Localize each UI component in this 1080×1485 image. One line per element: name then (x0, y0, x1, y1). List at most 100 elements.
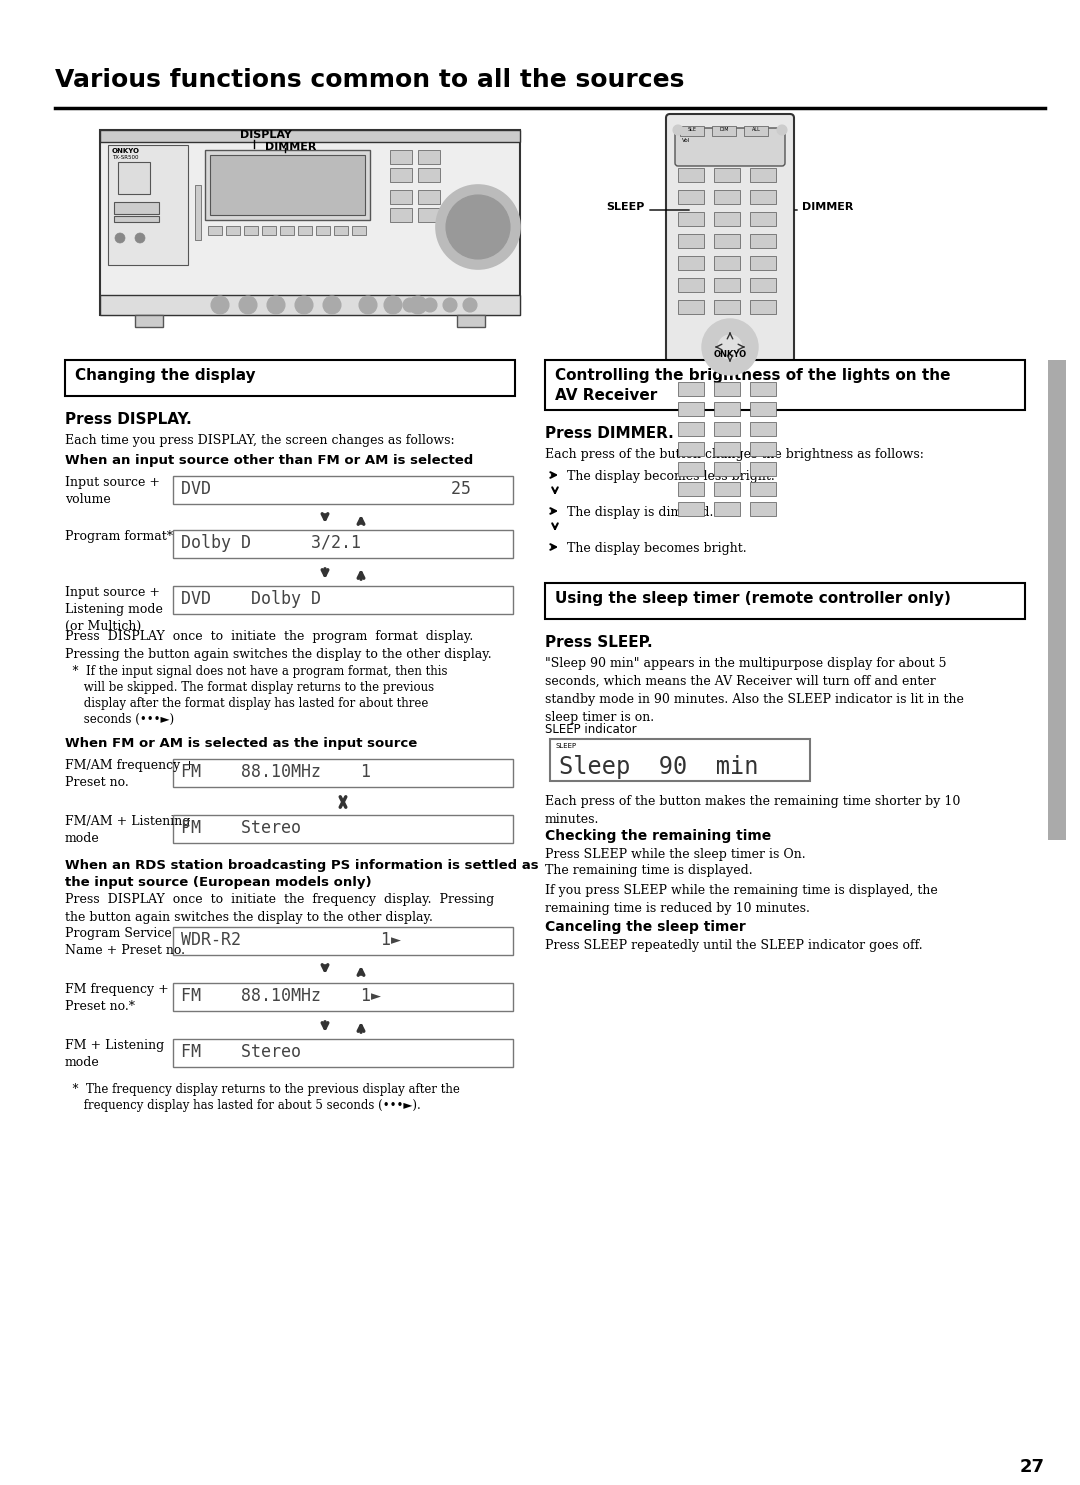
Bar (108, 146, 188, 264)
Text: will be skipped. The format display returns to the previous: will be skipped. The format display retu… (65, 682, 434, 693)
Text: "Sleep 90 min" appears in the multipurpose display for about 5
seconds, which me: "Sleep 90 min" appears in the multipurpo… (545, 656, 963, 725)
Bar (678, 190, 704, 203)
Bar (714, 235, 740, 248)
Bar (114, 215, 159, 221)
Text: Input source +
volume: Input source + volume (65, 477, 160, 506)
Bar (545, 359, 1025, 410)
Text: ONKYO: ONKYO (112, 148, 140, 154)
Text: Press SLEEP.: Press SLEEP. (545, 636, 652, 650)
Bar (678, 502, 704, 515)
FancyBboxPatch shape (675, 128, 785, 166)
Text: The display is dimmed.: The display is dimmed. (567, 506, 714, 518)
Bar (678, 300, 704, 313)
Bar (280, 226, 294, 235)
Text: *  If the input signal does not have a program format, then this: * If the input signal does not have a pr… (65, 665, 447, 679)
Bar (744, 126, 768, 137)
Text: Controlling the brightness of the lights on the
AV Receiver: Controlling the brightness of the lights… (555, 368, 950, 402)
Bar (352, 226, 366, 235)
Bar (118, 162, 150, 195)
Text: SLEEP: SLEEP (555, 742, 576, 748)
Bar (750, 402, 777, 416)
Bar (244, 226, 258, 235)
Bar (678, 483, 704, 496)
Bar (262, 226, 276, 235)
Text: FM    88.10MHz    1►: FM 88.10MHz 1► (181, 988, 381, 1005)
Text: When an RDS station broadcasting PS information is settled as
the input source (: When an RDS station broadcasting PS info… (65, 858, 539, 890)
Bar (714, 168, 740, 183)
Bar (226, 226, 240, 235)
Bar (750, 483, 777, 496)
Text: FM/AM frequency +
Preset no.: FM/AM frequency + Preset no. (65, 759, 194, 789)
Bar (750, 300, 777, 313)
Text: The display becomes less bright.: The display becomes less bright. (567, 469, 774, 483)
Bar (750, 422, 777, 437)
Bar (135, 315, 163, 327)
Bar (750, 212, 777, 226)
Text: DIM: DIM (719, 128, 729, 132)
Bar (678, 382, 704, 396)
Bar (678, 235, 704, 248)
Text: Various functions common to all the sources: Various functions common to all the sour… (55, 68, 685, 92)
FancyBboxPatch shape (666, 114, 794, 362)
Bar (100, 131, 519, 143)
Circle shape (323, 296, 341, 313)
Circle shape (114, 233, 125, 244)
Text: 27: 27 (1020, 1458, 1045, 1476)
Bar (678, 212, 704, 226)
Text: When FM or AM is selected as the input source: When FM or AM is selected as the input s… (65, 737, 417, 750)
Bar (205, 150, 370, 220)
Text: Changing the display: Changing the display (75, 368, 256, 383)
Bar (750, 382, 777, 396)
Text: Each press of the button makes the remaining time shorter by 10
minutes.: Each press of the button makes the remai… (545, 794, 960, 826)
Bar (390, 208, 411, 221)
Bar (750, 278, 777, 293)
Bar (173, 1040, 513, 1068)
Text: ALL: ALL (752, 128, 760, 132)
Bar (208, 226, 222, 235)
Bar (1048, 359, 1066, 841)
Bar (316, 226, 330, 235)
Bar (195, 186, 201, 241)
Bar (714, 382, 740, 396)
Bar (714, 255, 740, 270)
Text: Checking the remaining time: Checking the remaining time (545, 829, 771, 843)
Text: display after the format display has lasted for about three: display after the format display has las… (65, 696, 429, 710)
Bar (750, 190, 777, 203)
Circle shape (446, 195, 510, 258)
Circle shape (718, 336, 742, 359)
Bar (714, 443, 740, 456)
Bar (100, 131, 519, 315)
Bar (750, 443, 777, 456)
Bar (418, 150, 440, 163)
Bar (714, 212, 740, 226)
Text: seconds (•••►): seconds (•••►) (65, 713, 174, 726)
Text: ONKYO: ONKYO (714, 350, 746, 359)
Bar (114, 202, 159, 214)
Text: DVD    Dolby D: DVD Dolby D (181, 590, 321, 607)
Text: Press SLEEP while the sleep timer is On.: Press SLEEP while the sleep timer is On. (545, 848, 806, 861)
Bar (714, 402, 740, 416)
Text: Input source +
Listening mode
(or Multich): Input source + Listening mode (or Multic… (65, 587, 163, 633)
Bar (714, 300, 740, 313)
Text: FM    Stereo: FM Stereo (181, 1042, 301, 1060)
Text: Press DISPLAY.: Press DISPLAY. (65, 411, 192, 428)
Bar (750, 235, 777, 248)
Bar (334, 226, 348, 235)
Bar (173, 815, 513, 843)
Bar (390, 150, 411, 163)
Text: FM frequency +
Preset no.*: FM frequency + Preset no.* (65, 983, 168, 1013)
Text: Sleep  90  min: Sleep 90 min (559, 754, 758, 780)
Circle shape (295, 296, 313, 313)
Text: FM/AM + Listening
mode: FM/AM + Listening mode (65, 815, 190, 845)
Bar (418, 168, 440, 183)
Text: Each time you press DISPLAY, the screen changes as follows:: Each time you press DISPLAY, the screen … (65, 434, 455, 447)
Bar (173, 759, 513, 787)
Text: SLE: SLE (688, 128, 697, 132)
Bar (750, 502, 777, 515)
Bar (714, 422, 740, 437)
Bar (714, 502, 740, 515)
Text: DIMMER: DIMMER (802, 202, 853, 212)
Text: SLEEP indicator: SLEEP indicator (545, 723, 636, 737)
Bar (418, 208, 440, 221)
Bar (714, 278, 740, 293)
